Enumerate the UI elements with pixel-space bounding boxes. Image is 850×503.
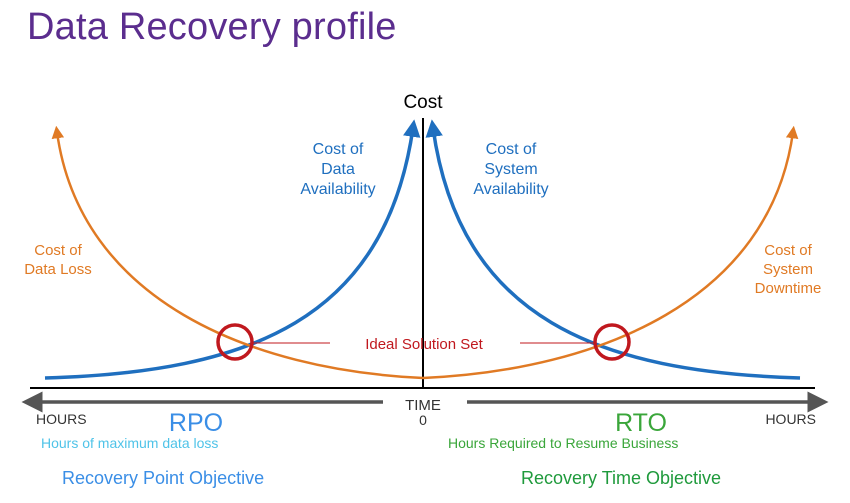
svg-text:Availability: Availability <box>300 181 375 198</box>
svg-text:System: System <box>763 261 813 278</box>
svg-text:Data: Data <box>321 161 355 178</box>
svg-text:Data Loss: Data Loss <box>24 261 92 278</box>
svg-text:Cost of: Cost of <box>34 242 82 259</box>
rpo-description: Hours of maximum data loss <box>41 435 218 451</box>
right-hours-label: HOURS <box>765 411 816 427</box>
svg-text:Availability: Availability <box>473 181 548 198</box>
system-downtime-curve <box>422 125 799 380</box>
data-loss-curve <box>51 125 424 380</box>
cost-axis-label: Cost <box>403 92 443 113</box>
page-title: Data Recovery profile <box>27 6 397 48</box>
svg-text:Cost of: Cost of <box>313 141 364 158</box>
rpo-full-name: Recovery Point Objective <box>62 468 264 488</box>
rto-description: Hours Required to Resume Business <box>448 435 678 451</box>
data-availability-label: Cost of Data Availability <box>300 141 375 198</box>
svg-text:Cost of: Cost of <box>764 242 812 259</box>
rto-full-name: Recovery Time Objective <box>521 468 721 488</box>
svg-text:System: System <box>484 161 537 178</box>
svg-text:Cost of: Cost of <box>486 141 537 158</box>
time-axis-label: TIME <box>405 397 441 414</box>
data-loss-label: Cost of Data Loss <box>24 242 92 278</box>
rto-intersection-circle <box>593 323 631 361</box>
rpo-intersection-circle <box>216 323 254 361</box>
left-hours-label: HOURS <box>36 411 87 427</box>
rto-abbr: RTO <box>615 409 667 437</box>
svg-text:Downtime: Downtime <box>755 280 822 297</box>
system-availability-label: Cost of System Availability <box>473 141 548 198</box>
data-availability-curve <box>44 119 421 380</box>
rpo-abbr: RPO <box>169 409 223 437</box>
time-zero-label: 0 <box>419 412 427 428</box>
system-downtime-label: Cost of System Downtime <box>755 242 822 297</box>
ideal-solution-label: Ideal Solution Set <box>365 336 483 353</box>
system-availability-curve <box>425 119 801 380</box>
